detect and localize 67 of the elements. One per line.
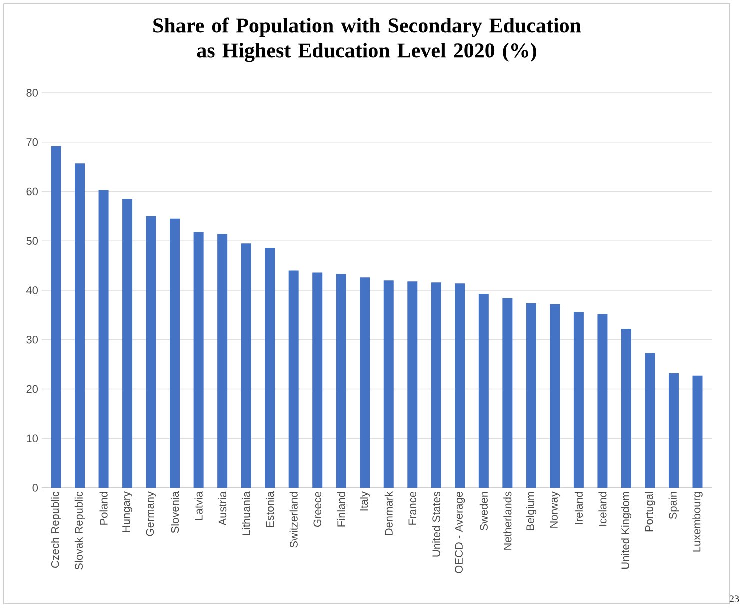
y-tick-label: 20 [26,385,38,394]
x-tick-label: Iceland [598,492,607,526]
text: 23 [730,596,740,602]
x-tick-label: Belgium [526,492,537,530]
bar [122,199,133,488]
y-tick-label: 0 [32,484,38,492]
x-tick-label: Luxembourg [692,492,703,552]
y-tick-label: 50 [26,237,38,246]
x-tick-label: United Kingdom [621,492,632,569]
bar [51,146,62,488]
bar [502,298,513,488]
bar [478,294,489,488]
x-tick-label: Switzerland [290,492,298,548]
bar [621,329,632,488]
bar [431,282,442,488]
bar [170,218,180,488]
x-tick-label: Denmark [384,492,393,536]
bar [98,190,109,488]
y-tick-label: 80 [26,89,38,97]
x-tick-label: Latvia [194,492,203,520]
x-tick-label: Portugal [645,492,656,532]
bar [692,376,703,488]
bar [668,373,679,488]
bar [408,282,418,488]
x-tick-label: Sweden [480,492,488,531]
x-tick-label: Ireland [574,492,583,524]
bar [288,270,299,488]
y-tick-label: 60 [26,188,38,196]
x-tick-label: Germany [146,492,156,536]
bar [526,303,536,488]
bar [75,164,86,488]
y-tick-label: 10 [27,434,38,443]
x-tick-label: Slovak Republic [74,492,86,570]
x-tick-label: Austria [218,492,227,526]
bar [574,312,584,488]
bar [360,278,370,488]
y-tick-label: 70 [26,138,38,146]
bar [312,272,323,488]
bar [598,314,608,488]
y-tick-label: 30 [26,336,38,344]
x-tick-label: Netherlands [504,492,512,550]
x-tick-label: Finland [337,492,346,527]
bar [265,248,276,488]
x-tick-label: Lithuania [242,492,250,536]
bar [384,280,394,488]
x-tick-label: Greece [314,492,322,528]
x-tick-label: Czech Republic [51,492,62,568]
x-tick-label: Norway [550,492,560,528]
x-tick-label: OECD - Average [455,492,466,574]
x-tick-label: Italy [360,492,370,511]
chart-title: Share of Population with Secondary Education as Highest Education Level 2020 (%) [154,18,582,62]
x-tick-label: Hungary [122,492,132,532]
bar [550,304,560,488]
x-tick-label: Estonia [266,492,274,528]
bar [218,234,228,488]
x-tick-label: United States [432,492,440,557]
x-tick-label: Spain [668,492,680,520]
y-tick-label: 40 [26,286,38,294]
x-tick-label: Slovenia [171,492,180,534]
bar [336,274,346,488]
bar [241,244,252,488]
x-tick-label: Poland [100,492,108,525]
x-tick-label: France [408,492,416,525]
bar [194,232,204,488]
bar [455,284,466,488]
bar [146,216,156,488]
bar [645,353,656,488]
